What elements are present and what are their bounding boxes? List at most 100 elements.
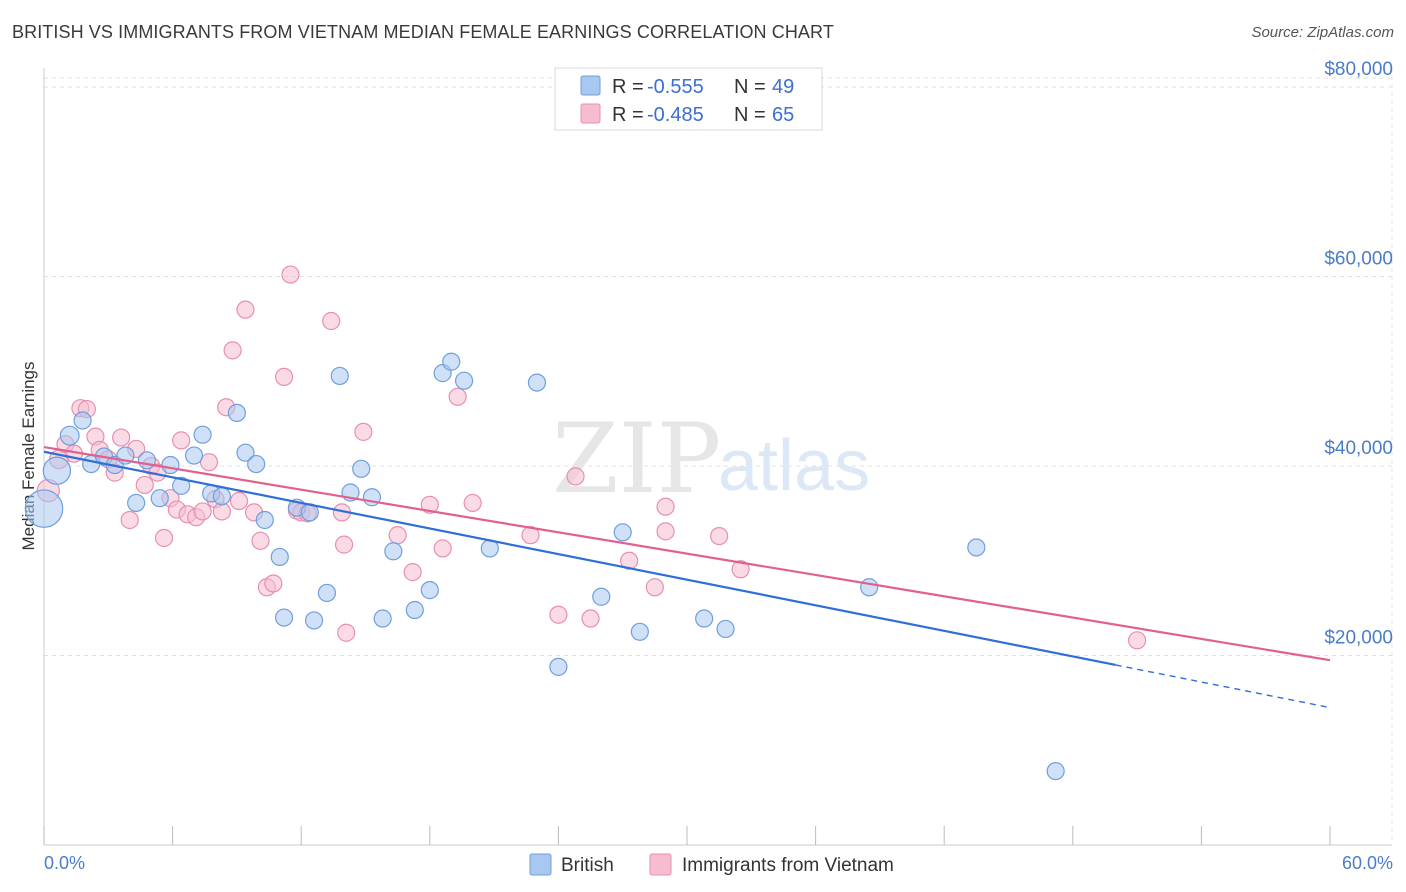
british-point [716,619,735,639]
vietnam-point [581,609,600,628]
vietnam-point [281,265,300,284]
british-point [212,487,231,506]
british-point [420,581,439,600]
legend-vietnam-label: Immigrants from Vietnam [682,855,894,876]
vietnam-point [154,528,174,548]
vietnam-point [223,341,242,360]
vietnam-point [120,510,139,530]
vietnam-point [322,311,341,331]
british-point [613,523,632,542]
vietnam-point [731,560,750,579]
british-r-value: -0.555 [647,76,704,98]
vietnam-point [388,526,407,545]
vietnam-point [420,495,439,514]
vietnam-n-value: 65 [772,104,794,126]
vietnam-trend-line [43,445,1331,662]
british-n-value: 49 [772,76,794,98]
british-point [59,425,80,446]
trend-lines [43,445,1331,709]
vietnam-r-value: -0.485 [647,104,704,126]
british-point [137,451,156,470]
y-tick-label: $80,000 [1324,59,1393,80]
british-point [161,455,180,475]
vietnam-point [334,535,354,554]
vietnam-point [463,493,482,513]
stats-legend: R = -0.555 N = 49 R = -0.485 N = 65 [554,67,823,131]
british-point [24,489,64,528]
vietnam-point [549,605,568,624]
british-point [73,411,92,430]
watermark: ZIP atlas [552,403,870,515]
british-point [373,609,392,628]
vietnam-point [112,428,131,447]
y-tick-labels: $20,000 $40,000 $60,000 $80,000 [1324,59,1393,649]
vietnam-point [229,491,249,511]
british-point [172,476,191,495]
british-point [1046,761,1065,781]
vietnam-point [1127,631,1147,650]
y-tick-label: $40,000 [1324,438,1393,459]
british-trend-line [43,450,1116,667]
series-british-points [24,352,1065,781]
watermark-zip: ZIP [552,403,721,515]
legend-vietnam-swatch [649,853,672,876]
vietnam-point [236,300,255,319]
vietnam-point [403,563,422,582]
vietnam-point [193,502,212,521]
british-point [236,443,255,462]
vietnam-point [172,431,191,450]
source-label: Source: ZipAtlas.com [1251,24,1394,41]
british-point [454,371,474,390]
british-trend-extension [1115,664,1331,709]
british-point [860,578,879,597]
british-point [695,609,714,628]
british-point [274,608,294,627]
x-tick-label: 60.0% [1342,853,1393,873]
vietnam-point [199,453,219,472]
british-point [330,366,349,386]
vietnam-point [656,497,675,516]
vietnam-point [433,539,452,558]
y-tick-label: $20,000 [1324,627,1393,648]
british-point [304,611,324,630]
legend-british-label: British [561,855,614,876]
vietnam-point [264,574,283,593]
british-swatch [580,75,601,96]
vietnam-r-label: R = [612,104,644,126]
british-n-label: N = [734,76,766,98]
british-point [405,600,424,620]
british-point [184,446,204,465]
vietnam-point [710,526,729,546]
british-point [384,542,403,561]
vietnam-point [212,502,231,521]
watermark-atlas: atlas [718,426,870,506]
british-point [442,352,461,371]
british-point [317,583,337,603]
y-tick-label: $60,000 [1324,248,1393,269]
vietnam-point [448,387,467,406]
british-point [527,373,547,392]
chart-title: BRITISH VS IMMIGRANTS FROM VIETNAM MEDIA… [12,22,834,42]
vietnam-swatch [580,103,601,124]
british-point [630,622,649,641]
vietnam-point [656,522,675,541]
british-point [352,459,371,478]
british-point [42,456,72,485]
vietnam-point [337,623,356,642]
vietnam-point [354,422,373,441]
vietnam-point [645,578,664,597]
british-point [247,454,266,474]
x-tick-labels: 0.0% 60.0% [44,853,1393,873]
british-point [127,493,146,513]
british-point [227,403,246,423]
vietnam-point [251,531,270,550]
british-point [549,657,568,676]
british-point [270,547,289,567]
x-tick-label: 0.0% [44,853,85,873]
british-point [150,489,169,508]
series-legend: British Immigrants from Vietnam [529,853,894,876]
british-point [255,510,274,530]
british-point [193,425,212,444]
legend-british-swatch [529,853,552,876]
